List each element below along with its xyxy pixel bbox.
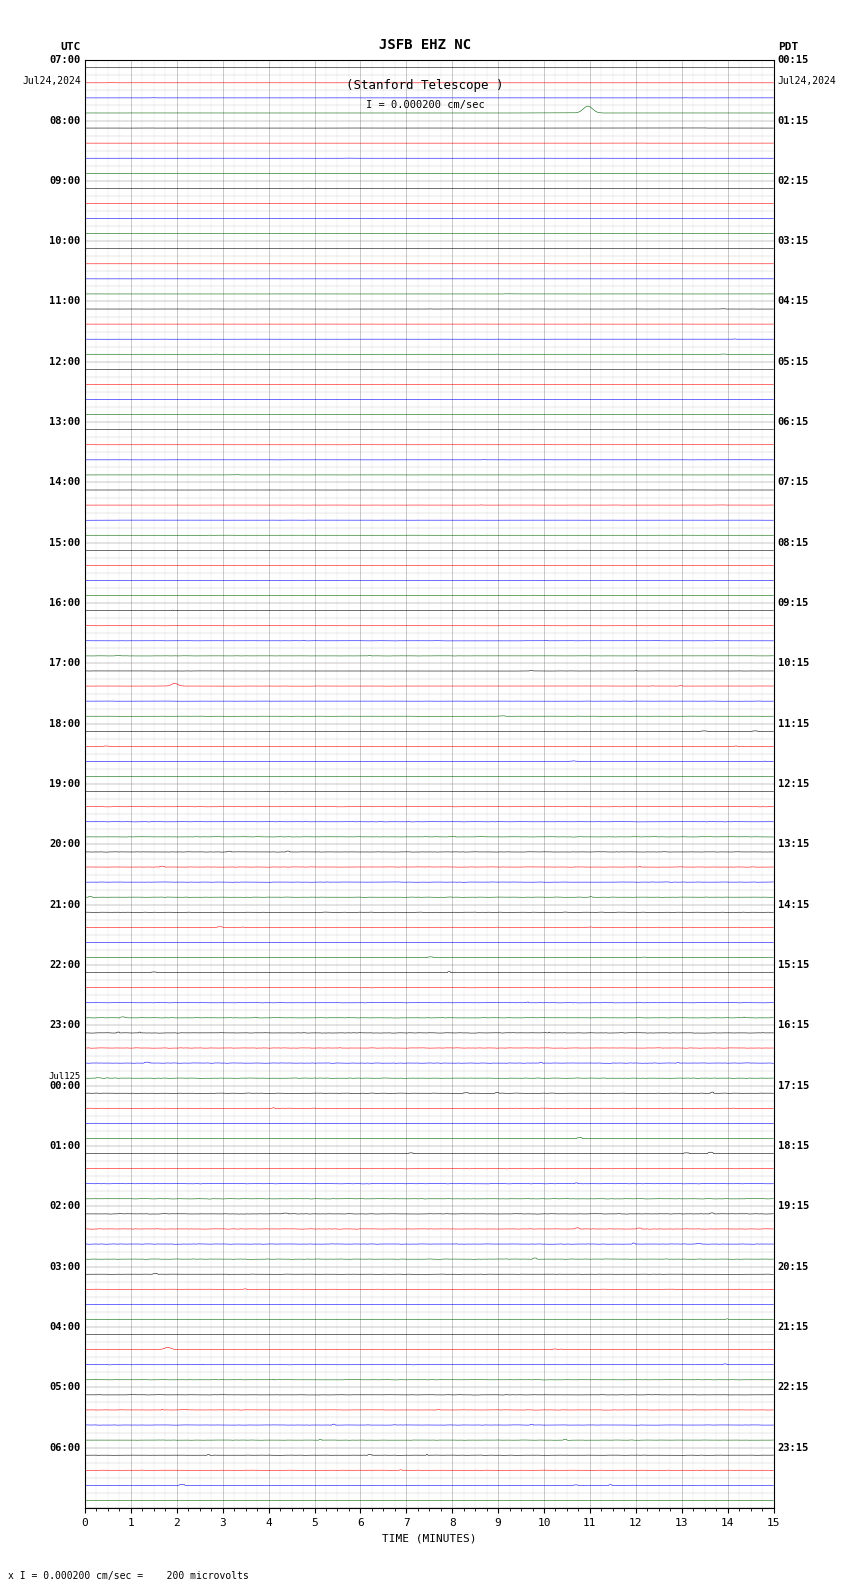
Text: 03:00: 03:00 <box>49 1262 81 1272</box>
Text: 07:15: 07:15 <box>778 477 809 488</box>
Text: x I = 0.000200 cm/sec =    200 microvolts: x I = 0.000200 cm/sec = 200 microvolts <box>8 1571 249 1581</box>
Text: 00:00: 00:00 <box>49 1080 81 1091</box>
Text: 06:00: 06:00 <box>49 1443 81 1453</box>
X-axis label: TIME (MINUTES): TIME (MINUTES) <box>382 1533 477 1543</box>
Text: (Stanford Telescope ): (Stanford Telescope ) <box>346 79 504 92</box>
Text: 19:15: 19:15 <box>778 1201 809 1212</box>
Text: 10:00: 10:00 <box>49 236 81 246</box>
Text: UTC: UTC <box>60 43 81 52</box>
Text: Jul125: Jul125 <box>48 1072 81 1080</box>
Text: 13:00: 13:00 <box>49 417 81 428</box>
Text: 18:15: 18:15 <box>778 1140 809 1152</box>
Text: 19:00: 19:00 <box>49 779 81 789</box>
Text: 22:00: 22:00 <box>49 960 81 969</box>
Text: 21:00: 21:00 <box>49 900 81 909</box>
Text: 14:15: 14:15 <box>778 900 809 909</box>
Text: 16:00: 16:00 <box>49 599 81 608</box>
Text: 12:00: 12:00 <box>49 356 81 367</box>
Text: I = 0.000200 cm/sec: I = 0.000200 cm/sec <box>366 100 484 109</box>
Text: 13:15: 13:15 <box>778 840 809 849</box>
Text: 04:15: 04:15 <box>778 296 809 306</box>
Text: 09:00: 09:00 <box>49 176 81 185</box>
Text: 12:15: 12:15 <box>778 779 809 789</box>
Text: 17:00: 17:00 <box>49 659 81 668</box>
Text: 10:15: 10:15 <box>778 659 809 668</box>
Text: 07:00: 07:00 <box>49 55 81 65</box>
Text: 00:15: 00:15 <box>778 55 809 65</box>
Text: 17:15: 17:15 <box>778 1080 809 1091</box>
Text: 16:15: 16:15 <box>778 1020 809 1030</box>
Text: Jul24,2024: Jul24,2024 <box>22 76 81 86</box>
Text: 18:00: 18:00 <box>49 719 81 729</box>
Text: 03:15: 03:15 <box>778 236 809 246</box>
Text: 02:00: 02:00 <box>49 1201 81 1212</box>
Text: 20:00: 20:00 <box>49 840 81 849</box>
Text: 21:15: 21:15 <box>778 1323 809 1332</box>
Text: 20:15: 20:15 <box>778 1262 809 1272</box>
Text: 02:15: 02:15 <box>778 176 809 185</box>
Text: JSFB EHZ NC: JSFB EHZ NC <box>379 38 471 52</box>
Text: 15:00: 15:00 <box>49 539 81 548</box>
Text: 08:15: 08:15 <box>778 539 809 548</box>
Text: 01:15: 01:15 <box>778 116 809 125</box>
Text: 05:00: 05:00 <box>49 1383 81 1392</box>
Text: 14:00: 14:00 <box>49 477 81 488</box>
Text: 11:00: 11:00 <box>49 296 81 306</box>
Text: 09:15: 09:15 <box>778 599 809 608</box>
Text: 22:15: 22:15 <box>778 1383 809 1392</box>
Text: 08:00: 08:00 <box>49 116 81 125</box>
Text: 06:15: 06:15 <box>778 417 809 428</box>
Text: 01:00: 01:00 <box>49 1140 81 1152</box>
Text: PDT: PDT <box>778 43 798 52</box>
Text: Jul24,2024: Jul24,2024 <box>778 76 836 86</box>
Text: 23:00: 23:00 <box>49 1020 81 1030</box>
Text: 04:00: 04:00 <box>49 1323 81 1332</box>
Text: 15:15: 15:15 <box>778 960 809 969</box>
Text: 11:15: 11:15 <box>778 719 809 729</box>
Text: 23:15: 23:15 <box>778 1443 809 1453</box>
Text: 05:15: 05:15 <box>778 356 809 367</box>
